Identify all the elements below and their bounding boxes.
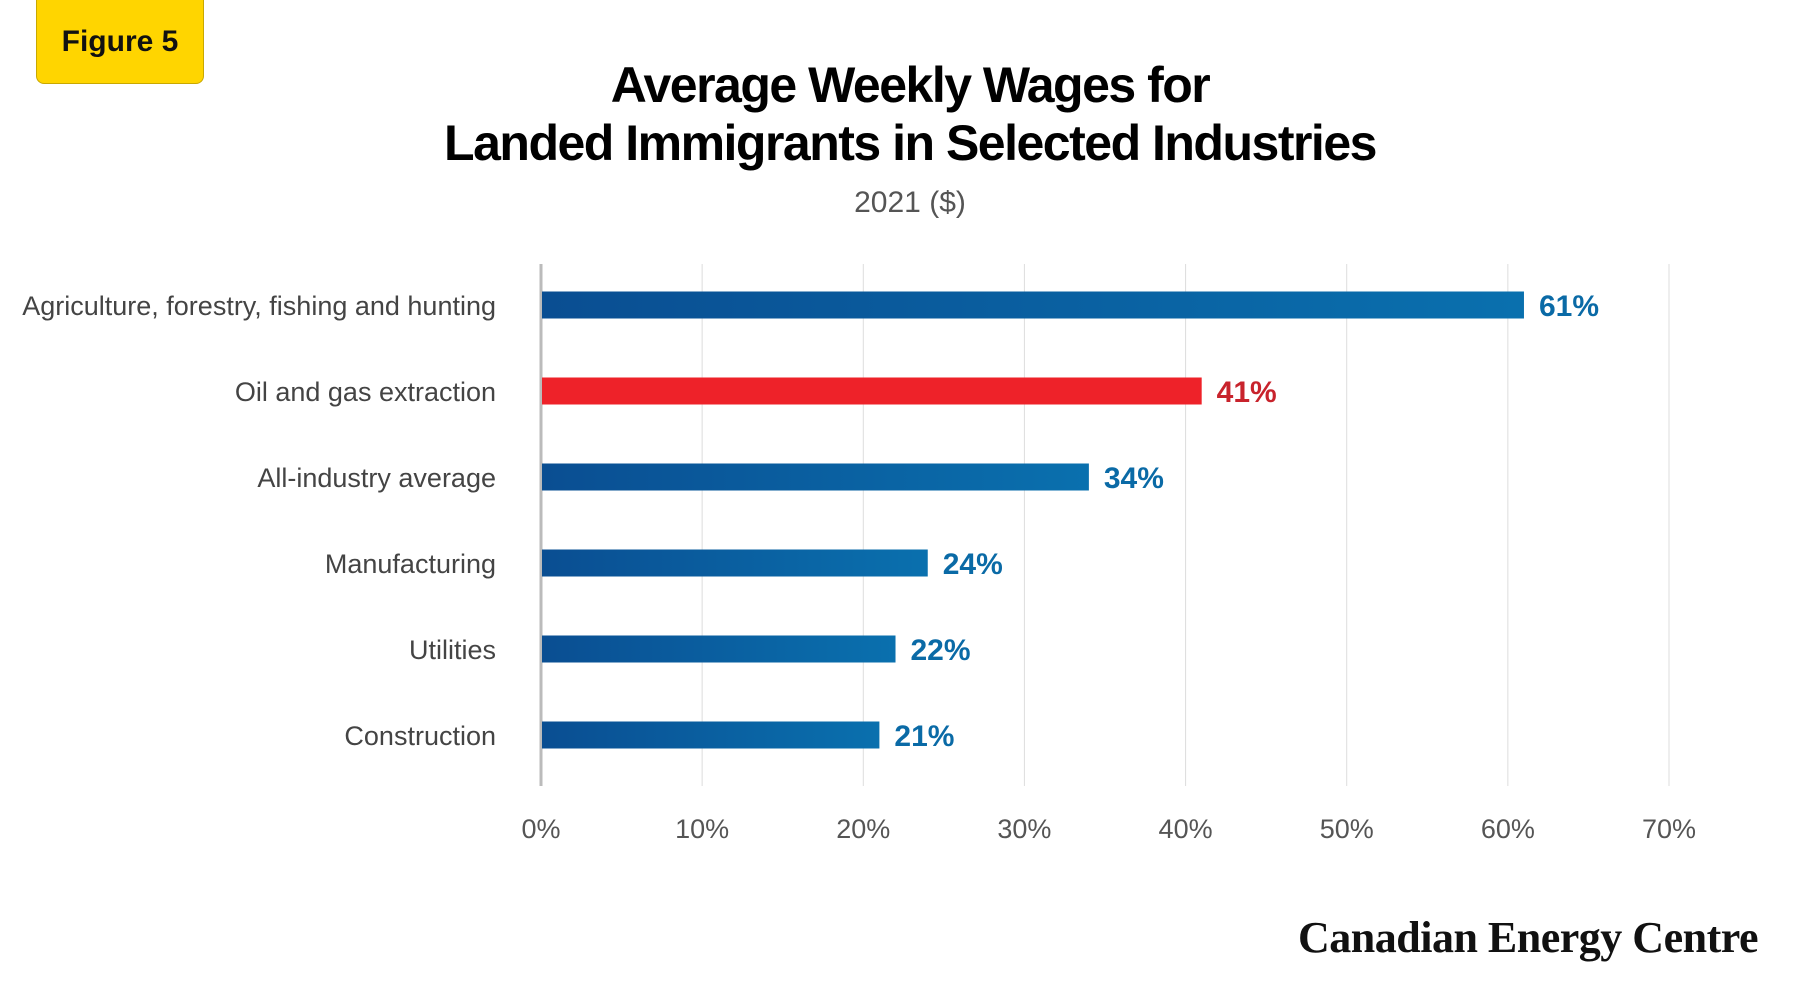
data-label: 41% — [1217, 376, 1277, 409]
bar-2 — [542, 377, 1202, 405]
bar-6 — [542, 721, 880, 749]
x-tick-label: 50% — [1320, 814, 1374, 844]
bar-1 — [542, 291, 1524, 319]
data-label: 61% — [1539, 290, 1599, 323]
x-tick-label: 30% — [997, 814, 1051, 844]
category-label: Construction — [344, 721, 496, 751]
chart-subtitle: 2021 ($) — [854, 186, 966, 219]
chart-title-line-2: Landed Immigrants in Selected Industries — [444, 115, 1377, 171]
x-tick-label: 60% — [1481, 814, 1535, 844]
x-tick-label: 70% — [1642, 814, 1696, 844]
x-tick-label: 0% — [521, 814, 560, 844]
x-tick-label: 20% — [836, 814, 890, 844]
category-label: Utilities — [409, 635, 496, 665]
brand-logo: Canadian Energy Centre — [1298, 913, 1758, 962]
category-label: All-industry average — [257, 463, 496, 493]
bar-4 — [542, 549, 928, 577]
x-tick-label: 40% — [1159, 814, 1213, 844]
bar-3 — [542, 463, 1089, 491]
data-label: 22% — [911, 634, 971, 667]
data-label: 34% — [1104, 462, 1164, 495]
bar-5 — [542, 635, 896, 663]
category-label: Oil and gas extraction — [235, 377, 496, 407]
category-label: Agriculture, forestry, fishing and hunti… — [22, 291, 496, 321]
figure-badge: Figure 5 — [36, 0, 204, 84]
data-label: 24% — [943, 548, 1003, 581]
category-label: Manufacturing — [325, 549, 496, 579]
x-tick-label: 10% — [675, 814, 729, 844]
chart-title: Average Weekly Wages for Landed Immigran… — [0, 56, 1800, 172]
chart-title-line-1: Average Weekly Wages for — [610, 57, 1211, 113]
data-label: 21% — [894, 720, 954, 753]
